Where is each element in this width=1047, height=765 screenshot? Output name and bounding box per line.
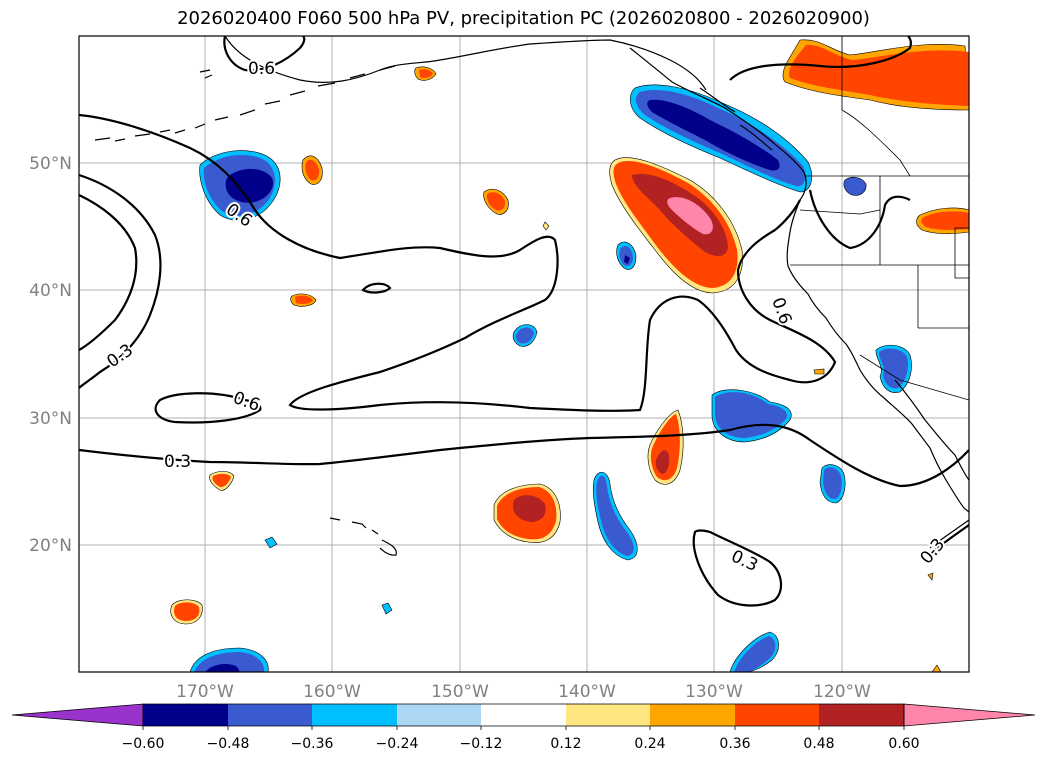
map-axes	[79, 36, 969, 672]
lat-label: 30°N	[29, 409, 72, 429]
lon-label: 140°W	[558, 682, 616, 702]
colorbar-tick: −0.48	[207, 736, 250, 752]
contour-label: 0.6	[248, 59, 275, 79]
precipitation-shading	[170, 39, 969, 672]
contour-0-3-loop	[692, 529, 783, 607]
colorbar-tick: 0.36	[719, 736, 750, 752]
baja-coast	[894, 379, 969, 481]
colorbar-segment	[735, 704, 819, 726]
coastlines	[94, 36, 969, 556]
colorbar-segment	[650, 704, 735, 726]
colorbar-tick: 0.48	[803, 736, 834, 752]
contour-label: 0.3	[164, 452, 191, 472]
colorbar-tick: 0.12	[550, 736, 581, 752]
lon-label: 170°W	[176, 682, 234, 702]
lon-label: 160°W	[303, 682, 361, 702]
alaska-coast	[224, 36, 707, 91]
colorbar-tick: 0.60	[888, 736, 919, 752]
colorbar-tick: −0.12	[460, 736, 503, 752]
colorbar-tick: 0.24	[634, 736, 665, 752]
contour-0-3-southeast	[929, 524, 969, 556]
contour-0-6-small	[361, 282, 392, 294]
colorbar-extend-min	[11, 703, 144, 727]
longitude-labels: 170°W 160°W 150°W 140°W 130°W 120°W	[176, 682, 871, 702]
colorbar-segment	[312, 704, 397, 726]
hawaii-islands	[329, 517, 397, 556]
colorbar-segment	[481, 704, 566, 726]
latitude-labels: 50°N 40°N 30°N 20°N	[29, 154, 72, 556]
contour-0-3-west-inner	[79, 194, 138, 351]
colorbar-tick: −0.24	[376, 736, 419, 752]
colorbar-extend-max	[903, 703, 1036, 727]
lon-label: 150°W	[431, 682, 489, 702]
boundaries	[790, 36, 969, 401]
colorbar: −0.60 −0.48 −0.36 −0.24 −0.12 0.12 0.24 …	[11, 703, 1036, 752]
contour-0-3-south	[79, 423, 969, 488]
contour-0-3-west	[79, 173, 162, 389]
contour-0-6-loop	[154, 392, 262, 424]
colorbar-segment	[566, 704, 650, 726]
lat-label: 20°N	[29, 536, 72, 556]
contour-0-6-main	[79, 113, 837, 412]
lon-label: 130°W	[685, 682, 743, 702]
colorbar-segment	[143, 704, 228, 726]
contour-0-6-northeast	[729, 36, 912, 81]
lat-label: 40°N	[29, 281, 72, 301]
pv-contours	[79, 36, 969, 607]
colorbar-tick: −0.36	[291, 736, 334, 752]
colorbar-segment	[819, 704, 904, 726]
colorbar-tick: −0.60	[122, 736, 165, 752]
lon-label: 120°W	[813, 682, 871, 702]
colorbar-segment	[228, 704, 312, 726]
bc-coast	[629, 47, 969, 513]
graticule	[79, 36, 969, 672]
contour-0-6-pnw	[808, 189, 911, 250]
colorbar-segment	[397, 704, 481, 726]
lat-label: 50°N	[29, 154, 72, 174]
map-frame	[78, 35, 970, 673]
contour-0-6-north	[223, 36, 306, 72]
map-title: 2026020400 F060 500 hPa PV, precipitatio…	[177, 8, 870, 29]
